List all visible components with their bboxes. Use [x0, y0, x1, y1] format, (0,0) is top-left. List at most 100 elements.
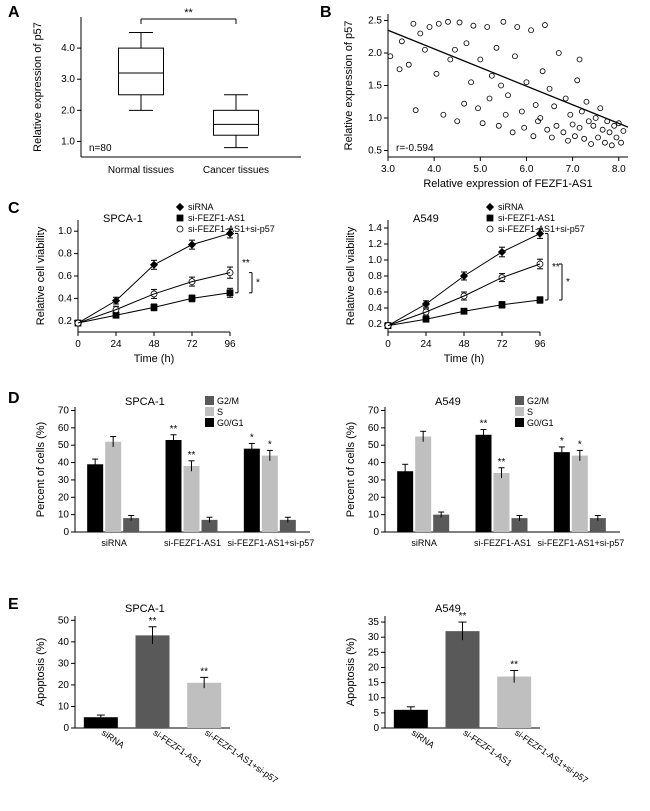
svg-text:*: *: [578, 439, 582, 450]
svg-text:20: 20: [368, 492, 380, 503]
svg-text:0: 0: [63, 723, 69, 734]
svg-text:*: *: [256, 278, 260, 289]
panel-b: 0.51.01.52.02.53.04.05.06.07.08.0Relativ…: [338, 2, 643, 192]
svg-text:*: *: [566, 277, 570, 288]
svg-text:5.0: 5.0: [473, 164, 487, 175]
svg-text:Relative expression of FEZF1-A: Relative expression of FEZF1-AS1: [423, 178, 592, 190]
svg-text:25: 25: [368, 647, 380, 658]
svg-text:n=80: n=80: [89, 143, 112, 154]
svg-text:30: 30: [58, 658, 70, 669]
svg-text:**: **: [200, 666, 208, 677]
svg-text:Time (h): Time (h): [134, 353, 175, 365]
panel-c-label: C: [8, 200, 20, 218]
svg-text:5: 5: [373, 708, 379, 719]
svg-text:50: 50: [58, 440, 70, 451]
svg-text:10: 10: [368, 693, 380, 704]
svg-text:G0/G1: G0/G1: [217, 418, 244, 428]
svg-text:3.0: 3.0: [61, 74, 75, 85]
svg-text:24: 24: [110, 339, 122, 350]
panel-b-label: B: [320, 4, 332, 22]
svg-text:si-FEZF1-AS1: si-FEZF1-AS1: [164, 538, 221, 548]
svg-text:Percent of cells (%): Percent of cells (%): [35, 422, 47, 517]
svg-text:**: **: [480, 419, 488, 430]
svg-text:2.0: 2.0: [368, 48, 382, 59]
svg-text:40: 40: [58, 458, 70, 469]
svg-text:**: **: [184, 7, 193, 19]
svg-text:10: 10: [58, 510, 70, 521]
panel-e-left: 01020304050Apoptosis (%)SPCA-1siRNA**si-…: [30, 598, 280, 803]
svg-text:siRNA: siRNA: [410, 727, 437, 750]
svg-text:0.5: 0.5: [368, 146, 382, 157]
svg-text:4.0: 4.0: [427, 164, 441, 175]
svg-text:Normal tissues: Normal tissues: [108, 165, 174, 176]
svg-text:0.4: 0.4: [58, 293, 72, 304]
svg-text:Percent of cells (%): Percent of cells (%): [345, 422, 357, 517]
svg-text:S: S: [217, 407, 223, 417]
svg-text:Apoptosis (%): Apoptosis (%): [345, 638, 357, 706]
svg-text:48: 48: [458, 339, 470, 350]
svg-text:siRNA: siRNA: [101, 538, 127, 548]
svg-text:*: *: [560, 436, 564, 447]
svg-text:A549: A549: [413, 213, 439, 225]
svg-text:Cancer tissues: Cancer tissues: [203, 165, 269, 176]
svg-text:G2/M: G2/M: [527, 396, 549, 406]
svg-text:3.0: 3.0: [381, 164, 395, 175]
svg-text:40: 40: [58, 637, 70, 648]
svg-text:si-FEZF1-AS1+si-p57: si-FEZF1-AS1+si-p57: [227, 538, 314, 548]
svg-text:SPCA-1: SPCA-1: [125, 396, 165, 408]
svg-text:S: S: [527, 407, 533, 417]
svg-text:0: 0: [373, 527, 379, 538]
svg-text:20: 20: [368, 662, 380, 673]
svg-text:si-FEZF1-AS1+si-p57: si-FEZF1-AS1+si-p57: [203, 727, 280, 785]
svg-text:Apoptosis (%): Apoptosis (%): [35, 638, 47, 706]
panel-d-label: D: [8, 390, 20, 408]
svg-text:SPCA-1: SPCA-1: [125, 603, 165, 615]
svg-text:si-FEZF1-AS1+si-p57: si-FEZF1-AS1+si-p57: [537, 538, 624, 548]
svg-text:Relative expression of p57: Relative expression of p57: [32, 22, 44, 152]
svg-text:15: 15: [368, 678, 380, 689]
svg-text:70: 70: [58, 405, 70, 416]
svg-text:10: 10: [368, 510, 380, 521]
svg-text:72: 72: [186, 339, 198, 350]
svg-text:*: *: [268, 439, 272, 450]
svg-text:7.0: 7.0: [566, 164, 580, 175]
svg-text:Relative cell viability: Relative cell viability: [35, 226, 47, 325]
svg-text:Time (h): Time (h): [444, 353, 485, 365]
panel-d-left: 010203040506070Percent of cells (%)SPCA-…: [30, 392, 325, 582]
svg-text:**: **: [188, 450, 196, 461]
svg-text:30: 30: [368, 475, 380, 486]
svg-text:60: 60: [58, 423, 70, 434]
svg-text:si-FEZF1-AS1: si-FEZF1-AS1: [461, 727, 513, 768]
svg-text:96: 96: [534, 339, 546, 350]
svg-text:si-FEZF1-AS1: si-FEZF1-AS1: [188, 213, 245, 223]
svg-text:35: 35: [368, 617, 380, 628]
svg-text:**: **: [170, 424, 178, 435]
svg-text:2.5: 2.5: [368, 16, 382, 27]
svg-text:1.0: 1.0: [58, 226, 72, 237]
svg-text:**: **: [242, 258, 250, 269]
svg-text:Relative expression of p57: Relative expression of p57: [343, 21, 355, 151]
svg-text:1.2: 1.2: [368, 239, 382, 250]
svg-text:0.2: 0.2: [58, 316, 72, 327]
svg-text:siRNA: siRNA: [100, 727, 127, 750]
svg-text:48: 48: [148, 339, 160, 350]
svg-text:siRNA: siRNA: [188, 202, 214, 212]
svg-text:8.0: 8.0: [612, 164, 626, 175]
svg-text:**: **: [498, 457, 506, 468]
svg-text:SPCA-1: SPCA-1: [103, 213, 143, 225]
svg-text:40: 40: [368, 458, 380, 469]
panel-a-label: A: [8, 4, 20, 22]
panel-e-right: 05101520253035Apoptosis (%)A549siRNA**si…: [340, 598, 590, 803]
svg-text:1.0: 1.0: [368, 113, 382, 124]
svg-text:10: 10: [58, 701, 70, 712]
svg-text:si-FEZF1-AS1: si-FEZF1-AS1: [151, 727, 203, 768]
svg-text:**: **: [552, 262, 560, 273]
svg-text:60: 60: [368, 423, 380, 434]
svg-text:Relative cell viability: Relative cell viability: [345, 226, 357, 325]
svg-text:0: 0: [75, 339, 81, 350]
svg-text:0: 0: [373, 723, 379, 734]
svg-text:0.2: 0.2: [368, 319, 382, 330]
svg-text:0: 0: [385, 339, 391, 350]
svg-text:**: **: [510, 659, 518, 670]
svg-text:20: 20: [58, 492, 70, 503]
